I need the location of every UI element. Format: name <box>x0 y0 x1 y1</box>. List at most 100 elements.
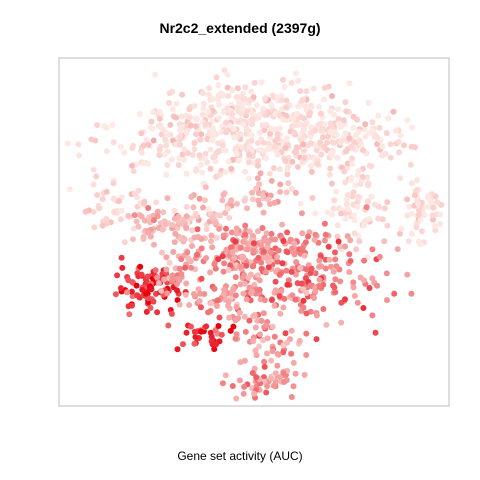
data-point <box>276 352 282 358</box>
data-point <box>346 269 352 275</box>
data-point <box>178 271 184 277</box>
data-point <box>137 264 143 270</box>
data-point <box>268 376 274 382</box>
data-point <box>192 334 198 340</box>
data-point <box>124 289 130 295</box>
data-point <box>388 155 394 161</box>
data-point <box>208 147 214 153</box>
data-point <box>212 286 218 292</box>
data-point <box>242 281 248 287</box>
data-point <box>246 176 252 182</box>
data-point <box>289 269 295 275</box>
data-point <box>270 324 276 330</box>
data-point <box>194 252 200 258</box>
data-point <box>118 144 124 150</box>
data-point <box>244 126 250 132</box>
data-point <box>300 141 306 147</box>
data-point <box>417 217 423 223</box>
data-point <box>303 121 309 127</box>
data-point <box>269 297 275 303</box>
data-point <box>293 190 299 196</box>
data-point <box>209 233 215 239</box>
data-point <box>353 246 359 252</box>
data-point <box>192 103 198 109</box>
data-point <box>241 384 247 390</box>
data-point <box>335 222 341 228</box>
data-point <box>176 214 182 220</box>
data-point <box>302 253 308 259</box>
data-point <box>193 166 199 172</box>
data-point <box>299 230 305 236</box>
data-point <box>91 224 97 230</box>
data-point <box>315 161 321 167</box>
data-point <box>272 144 278 150</box>
data-point <box>213 341 219 347</box>
data-point <box>250 338 256 344</box>
data-point <box>231 285 237 291</box>
data-point <box>303 266 309 272</box>
data-point <box>163 266 169 272</box>
data-point <box>297 88 303 94</box>
data-point <box>349 156 355 162</box>
data-point <box>265 335 271 341</box>
data-point <box>223 372 229 378</box>
data-point <box>145 230 151 236</box>
data-point <box>283 268 289 274</box>
data-point <box>404 196 410 202</box>
data-point <box>346 136 352 142</box>
data-point <box>362 121 368 127</box>
data-point <box>341 117 347 123</box>
data-point <box>281 379 287 385</box>
data-point <box>206 92 212 98</box>
data-point <box>174 287 180 293</box>
data-point <box>384 270 390 276</box>
data-point <box>245 275 251 281</box>
data-point <box>169 222 175 228</box>
data-point <box>177 266 183 272</box>
data-point <box>303 331 309 337</box>
data-point <box>332 249 338 255</box>
data-point <box>295 103 301 109</box>
data-point <box>360 305 366 311</box>
data-point <box>180 341 186 347</box>
data-point <box>169 311 175 317</box>
data-point <box>163 172 169 178</box>
data-point <box>185 255 191 261</box>
data-point <box>184 204 190 210</box>
data-point <box>100 196 106 202</box>
data-point <box>256 112 262 118</box>
data-point <box>326 244 332 250</box>
data-point <box>342 244 348 250</box>
data-point <box>309 266 315 272</box>
data-point <box>178 133 184 139</box>
data-point <box>304 290 310 296</box>
data-point <box>217 172 223 178</box>
data-point <box>382 205 388 211</box>
data-point <box>384 297 390 303</box>
data-point <box>203 323 209 329</box>
data-point <box>413 224 419 230</box>
data-point <box>244 296 250 302</box>
data-point <box>355 172 361 178</box>
data-point <box>232 239 238 245</box>
data-point <box>262 364 268 370</box>
data-point <box>254 102 260 108</box>
data-point <box>312 232 318 238</box>
data-point <box>226 267 232 273</box>
data-point <box>343 148 349 154</box>
data-point <box>331 130 337 136</box>
data-point <box>291 130 297 136</box>
data-point <box>195 234 201 240</box>
data-point <box>385 115 391 121</box>
data-point <box>100 223 106 229</box>
data-point <box>251 391 257 397</box>
data-point <box>430 212 436 218</box>
data-point <box>248 89 254 95</box>
data-point <box>268 102 274 108</box>
data-point <box>198 329 204 335</box>
data-point <box>225 93 231 99</box>
data-point <box>259 79 265 85</box>
data-point <box>111 139 117 145</box>
data-point <box>221 287 227 293</box>
data-point <box>175 346 181 352</box>
